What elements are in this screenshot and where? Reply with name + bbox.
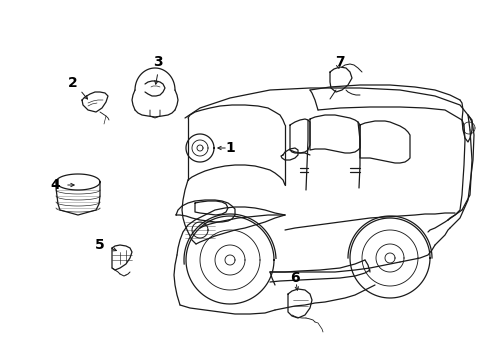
Text: 4: 4 (50, 178, 60, 192)
Text: 5: 5 (95, 238, 104, 252)
Text: 7: 7 (334, 55, 344, 69)
Text: 6: 6 (289, 271, 299, 285)
Text: 2: 2 (68, 76, 78, 90)
Text: 1: 1 (224, 141, 234, 155)
Text: 3: 3 (153, 55, 163, 69)
